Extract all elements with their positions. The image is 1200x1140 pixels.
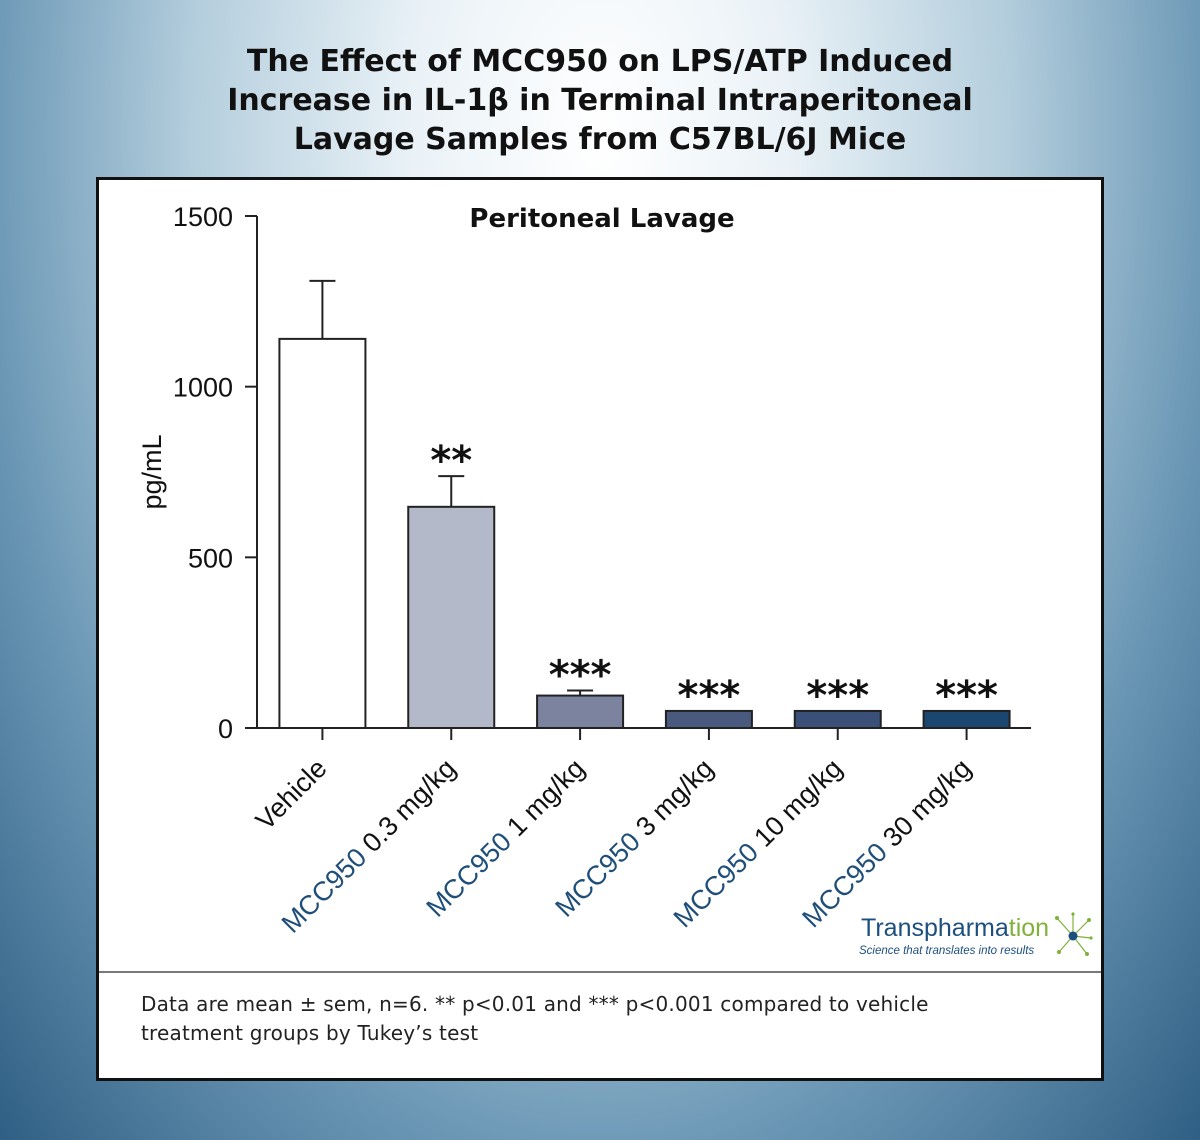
- y-tick-label: 0: [218, 714, 233, 744]
- significance-label: ***: [935, 673, 998, 719]
- y-tick-label: 1500: [173, 202, 233, 232]
- footnote-line-1: Data are mean ± sem, n=6. ** p<0.01 and …: [141, 992, 929, 1016]
- x-category-name: 10 mg/kg: [743, 753, 848, 858]
- transpharmation-logo: Transpharmation Science that translates …: [851, 912, 1095, 968]
- y-tick-label: 500: [188, 543, 233, 573]
- footnote-divider: [99, 971, 1101, 973]
- x-category-name: 30 mg/kg: [872, 753, 977, 858]
- bar-chart: Peritoneal Lavage 0 500 1000 1500 pg/mL Vehicl…: [137, 202, 1031, 939]
- significance-label: ***: [549, 652, 612, 698]
- logo-name-part2: tion: [1008, 914, 1050, 942]
- logo-tagline: Science that translates into results: [859, 945, 1035, 957]
- footnote-line-2: treatment groups by Tukey’s test: [141, 1021, 479, 1045]
- x-category-prefix: MCC950: [549, 826, 646, 923]
- chart-title: Peritoneal Lavage: [469, 204, 734, 234]
- bar: [407, 505, 496, 730]
- significance-label: **: [430, 438, 472, 484]
- page-title: The Effect of MCC950 on LPS/ATP Induced …: [100, 42, 1100, 159]
- x-category-name: 3 mg/kg: [625, 753, 719, 847]
- title-line-3: Lavage Samples from C57BL/6J Mice: [293, 122, 907, 157]
- title-line-1: The Effect of MCC950 on LPS/ATP Induced: [246, 44, 954, 79]
- x-category-name: 1 mg/kg: [496, 753, 590, 847]
- molecule-icon: [1055, 912, 1093, 956]
- logo-wordmark: Transpharmation: [861, 914, 1049, 943]
- footnote: Data are mean ± sem, n=6. ** p<0.01 and …: [141, 990, 1061, 1048]
- x-category-name: 0.3 mg/kg: [351, 753, 461, 863]
- x-category-prefix: MCC950: [276, 842, 373, 939]
- y-axis-label: pg/mL: [137, 434, 167, 509]
- bar: [536, 694, 625, 729]
- x-category-prefix: MCC950: [421, 826, 518, 923]
- chart-panel: Peritoneal Lavage 0 500 1000 1500 pg/mL Vehicl…: [96, 177, 1104, 1081]
- title-line-2: Increase in IL-1β in Terminal Intraperit…: [227, 83, 973, 118]
- bar: [278, 337, 367, 729]
- logo-name-part1: Transpharma: [861, 914, 1009, 942]
- x-category-label: Vehicle: [250, 753, 333, 836]
- y-tick-label: 1000: [173, 373, 233, 403]
- x-category-prefix: MCC950: [668, 837, 765, 934]
- significance-label: ***: [806, 673, 869, 719]
- x-category-name: Vehicle: [250, 753, 333, 836]
- significance-label: ***: [678, 673, 741, 719]
